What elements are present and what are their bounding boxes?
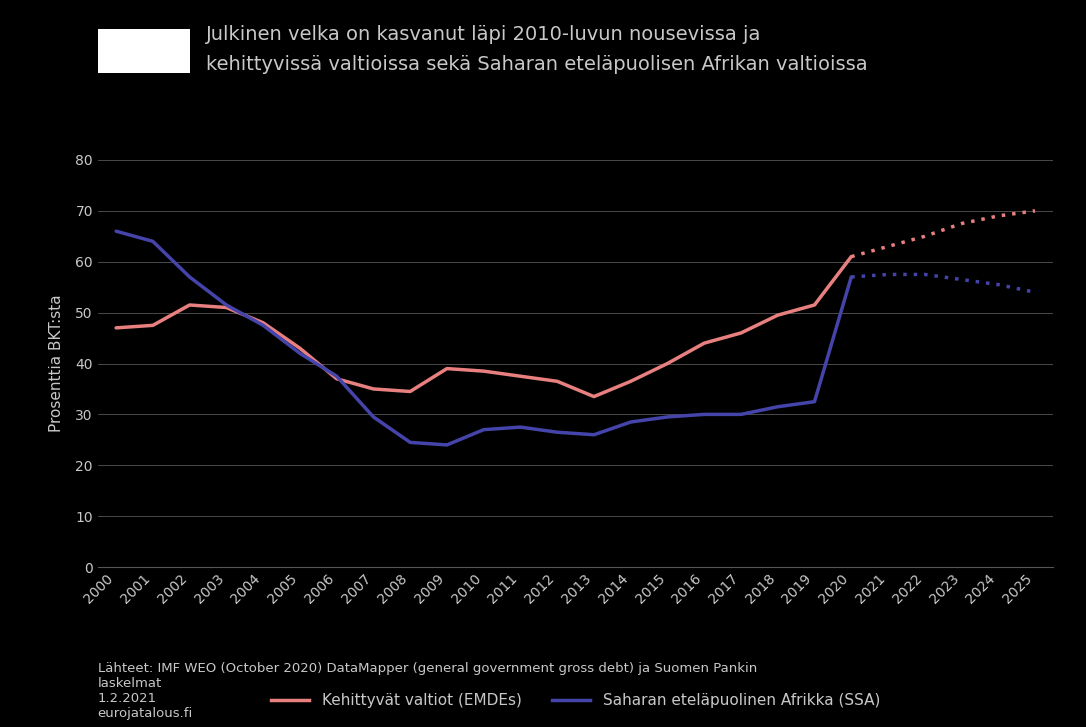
- Legend: Kehittyvät valtiot (EMDEs), Saharan eteläpuolinen Afrikka (SSA): Kehittyvät valtiot (EMDEs), Saharan etel…: [265, 687, 886, 714]
- Text: kehittyvissä valtioissa sekä Saharan eteläpuolisen Afrikan valtioissa: kehittyvissä valtioissa sekä Saharan ete…: [206, 55, 868, 73]
- Text: Lähteet: IMF WEO (October 2020) DataMapper (general government gross debt) ja Su: Lähteet: IMF WEO (October 2020) DataMapp…: [98, 662, 757, 720]
- FancyBboxPatch shape: [91, 28, 197, 73]
- Text: Julkinen velka on kasvanut läpi 2010-luvun nousevissa ja: Julkinen velka on kasvanut läpi 2010-luv…: [206, 25, 761, 44]
- Y-axis label: Prosenttia BKT:sta: Prosenttia BKT:sta: [49, 294, 64, 433]
